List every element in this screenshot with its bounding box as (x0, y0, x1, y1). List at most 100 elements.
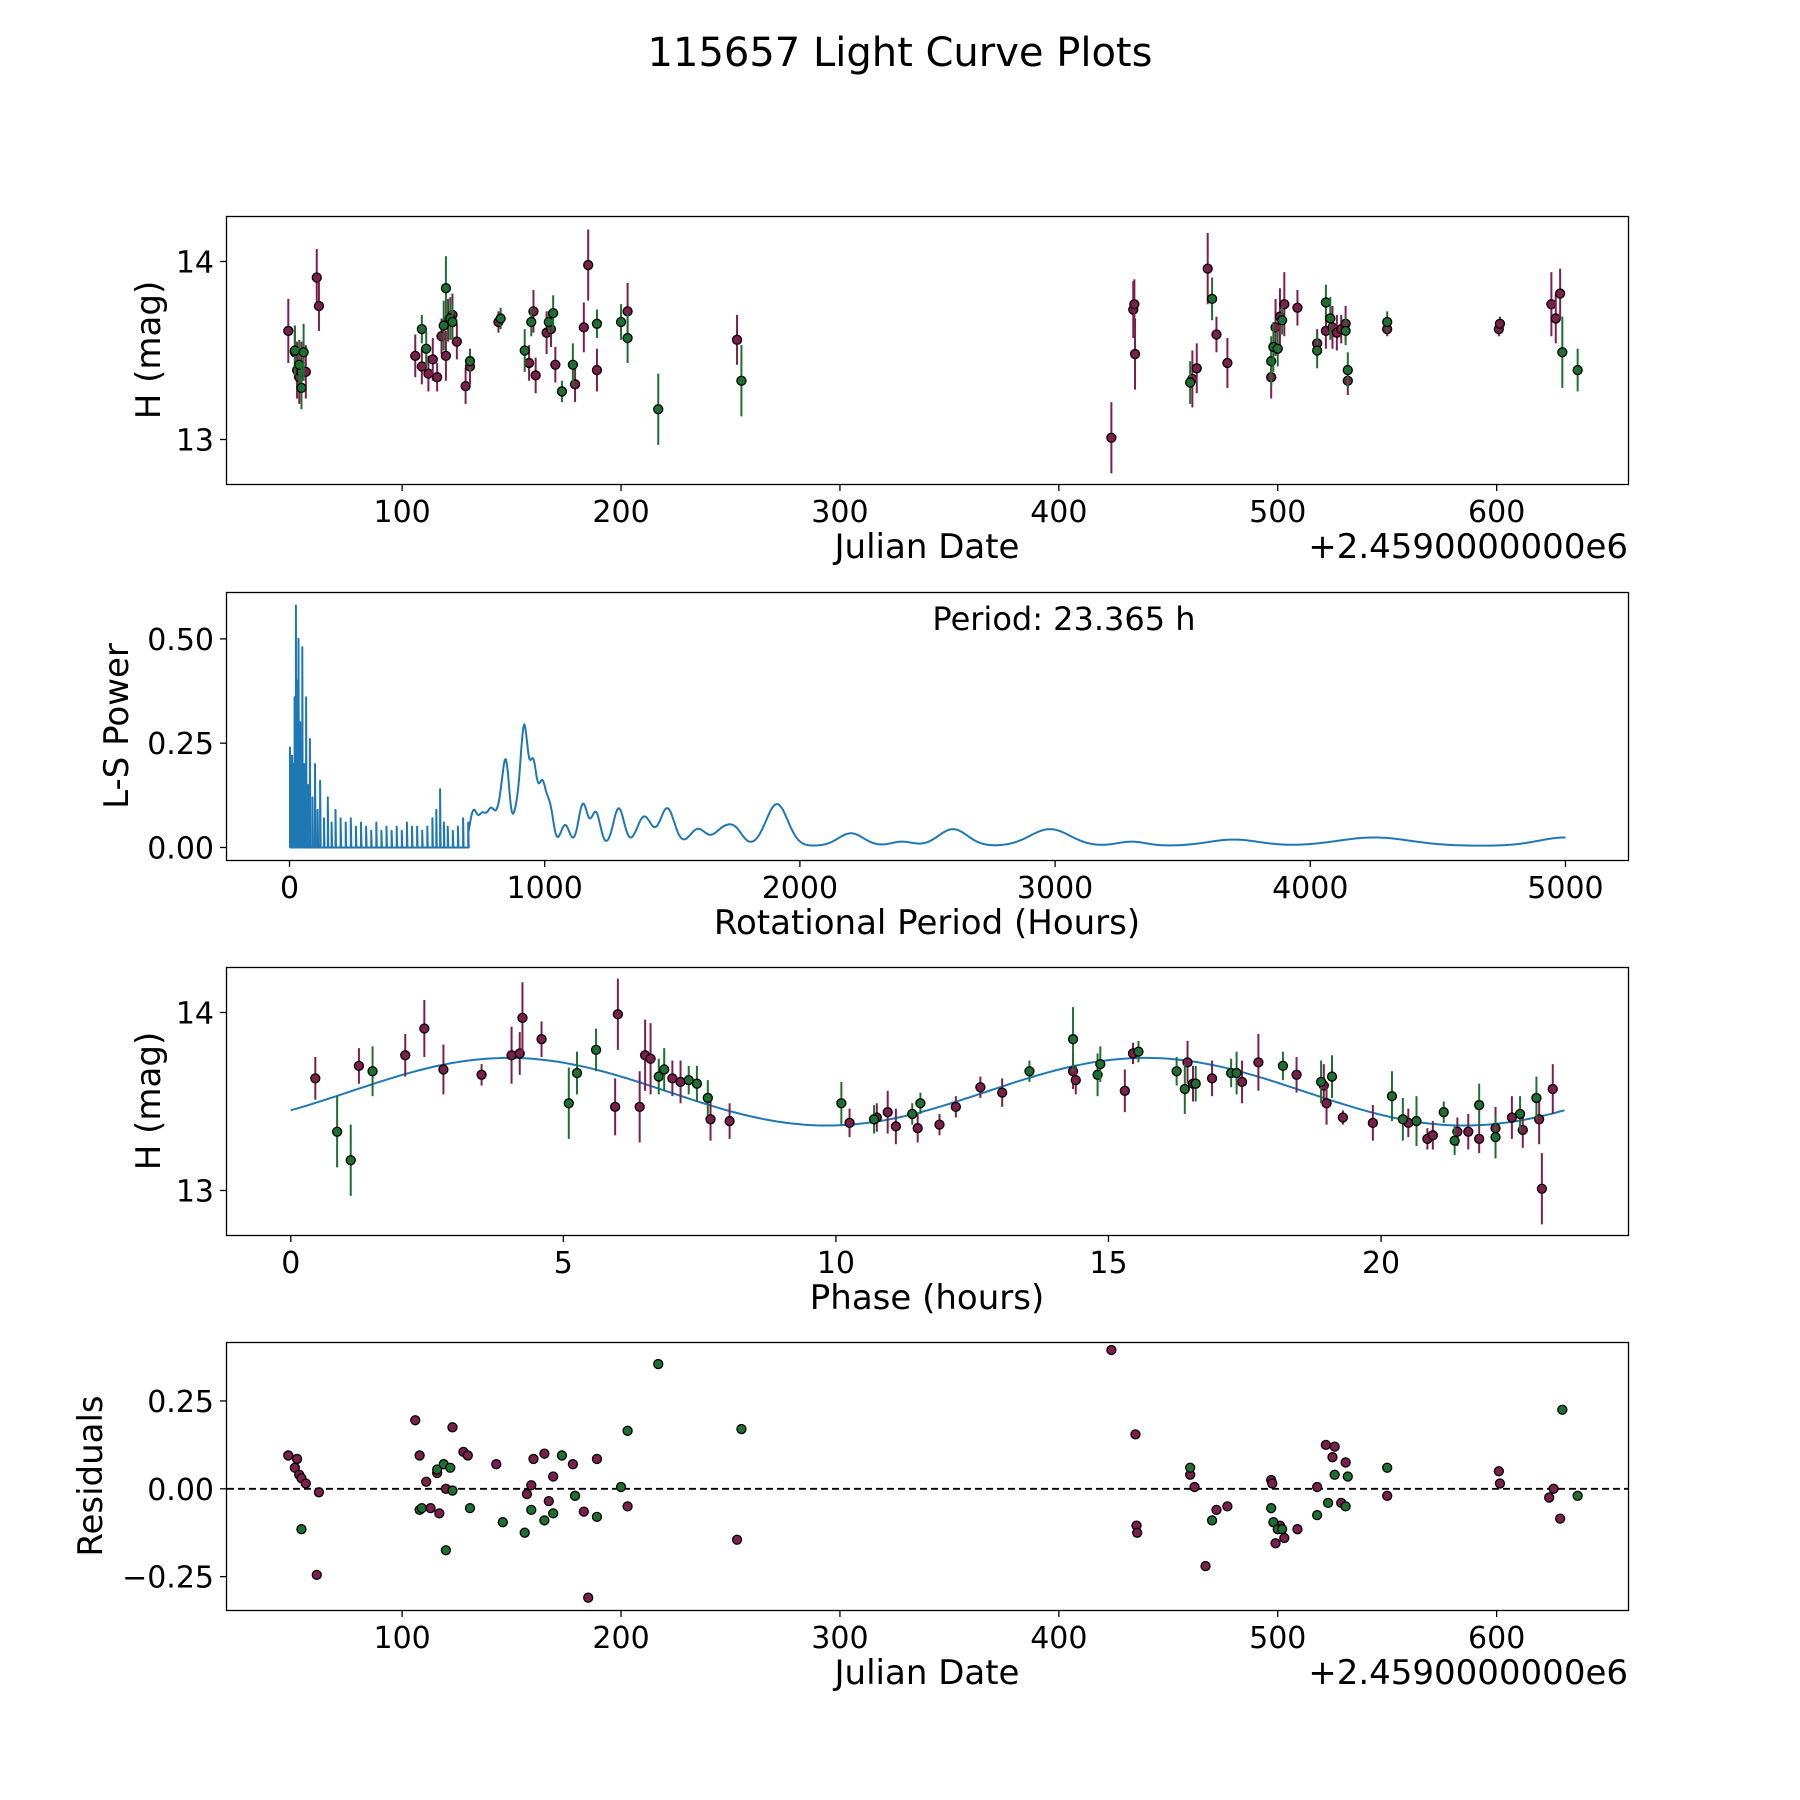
purple-data-point (440, 350, 452, 361)
green-data-point (1557, 347, 1568, 358)
purple-data-point (353, 1060, 365, 1072)
y-tick-label: 14 (176, 246, 214, 281)
green-data-point (1320, 297, 1332, 308)
purple-data-point (291, 1453, 303, 1465)
green-data-point (526, 316, 537, 328)
ls-power-line (289, 604, 1566, 849)
purple-data-point (612, 1009, 624, 1020)
panel-residuals: 100 200 300 400 500 600 −0.25 0.00 0.25 Julian D… (71, 1341, 1630, 1693)
purple-data-point (1106, 1344, 1117, 1356)
purple-data-point (460, 380, 471, 392)
purple-data-point (526, 1480, 537, 1491)
purple-data-point (523, 357, 535, 369)
green-data-point (296, 382, 307, 394)
purple-data-point (431, 372, 443, 383)
x-tick-label: 200 (592, 1621, 649, 1656)
green-data-point (1382, 316, 1393, 328)
x-tick-label: 100 (373, 1621, 430, 1656)
green-data-point (556, 386, 568, 397)
x-tick-label: 10 (817, 1246, 855, 1281)
purple-data-point (578, 1506, 589, 1517)
green-data-point (702, 1092, 713, 1104)
purple-data-point (997, 1087, 1008, 1098)
purple-data-point (1222, 1501, 1233, 1512)
purple-data-point (1129, 348, 1141, 360)
lightcurve-marks (283, 229, 1583, 474)
purple-data-point (1382, 1490, 1393, 1501)
purple-data-point (1119, 1085, 1130, 1096)
green-data-point (569, 1490, 581, 1501)
green-data-point (907, 1108, 918, 1120)
purple-data-point (1211, 1504, 1222, 1516)
periodogram-axes-frame (225, 591, 1630, 862)
green-data-point (1322, 1497, 1334, 1508)
purple-data-point (634, 1101, 645, 1112)
x-tick-label: 3000 (1017, 871, 1093, 906)
green-data-point (615, 1481, 627, 1493)
purple-data-point (622, 1501, 633, 1512)
green-data-point (571, 1067, 583, 1079)
x-tick-label: 5 (554, 1246, 573, 1281)
x-tick-label: 500 (1249, 495, 1306, 530)
green-data-point (1326, 1071, 1338, 1082)
purple-data-point (731, 334, 743, 345)
purple-data-point (423, 368, 434, 379)
y-tick-label: 0.00 (147, 1473, 214, 1508)
green-data-point (1514, 1108, 1526, 1120)
purple-data-point (400, 1050, 411, 1061)
green-data-point (1531, 1092, 1542, 1104)
lightcurve-ylabel: H (mag) (129, 281, 169, 419)
green-data-point (1276, 1524, 1288, 1535)
phased-ticks: 0 5 10 15 20 13 14 (176, 997, 1400, 1282)
x-tick-label: 300 (811, 495, 868, 530)
purple-data-point (313, 300, 325, 312)
purple-data-point (705, 1114, 716, 1125)
periodogram-xlabel: Rotational Period (Hours) (714, 903, 1140, 943)
purple-data-point (934, 1119, 945, 1130)
purple-data-point (528, 1453, 539, 1465)
residuals-ticks: 100 200 300 400 500 600 −0.25 0.00 0.25 (122, 1385, 1525, 1656)
purple-data-point (410, 350, 421, 361)
purple-data-point (427, 354, 438, 365)
residuals-marks (227, 1344, 1628, 1603)
purple-data-point (1070, 1074, 1081, 1086)
purple-data-point (434, 1508, 445, 1519)
green-data-point (736, 375, 747, 386)
purple-data-point (578, 322, 589, 333)
green-data-point (289, 345, 301, 356)
purple-data-point (530, 370, 541, 381)
purple-data-point (310, 1073, 321, 1084)
purple-data-point (1129, 299, 1140, 310)
green-data-point (1179, 1083, 1190, 1095)
green-data-point (367, 1066, 378, 1077)
green-data-point (567, 359, 579, 370)
panel-periodogram: 0 1000 2000 3000 4000 5000 0.00 0.25 0.50 Period… (97, 591, 1630, 943)
green-data-point (1095, 1058, 1106, 1070)
purple-data-point (311, 272, 322, 283)
purple-data-point (1493, 1466, 1504, 1477)
purple-data-point (1474, 1133, 1485, 1145)
purple-data-point (844, 1117, 855, 1129)
purple-data-point (539, 1448, 550, 1459)
purple-data-point (1279, 1532, 1290, 1544)
purple-data-point (416, 361, 427, 372)
green-data-point (1572, 364, 1583, 376)
x-tick-label: 600 (1468, 1621, 1525, 1656)
purple-data-point (882, 1107, 893, 1118)
green-data-point (1067, 1034, 1079, 1045)
purple-data-point (1267, 1478, 1278, 1489)
green-data-point (622, 1425, 633, 1436)
x-tick-label: 400 (1030, 495, 1087, 530)
x-tick-label: 600 (1468, 495, 1525, 530)
purple-data-point (438, 1064, 449, 1075)
phased-axes-frame (225, 966, 1630, 1237)
y-tick-label: 0.25 (147, 727, 214, 762)
purple-data-point (1327, 1452, 1338, 1463)
phased-xlabel: Phase (hours) (810, 1278, 1044, 1318)
green-data-point (548, 1508, 559, 1519)
lightcurve-xlabel: Julian Date (833, 527, 1020, 567)
green-data-point (1190, 1078, 1201, 1089)
green-data-point (526, 1504, 537, 1516)
purple-data-point (1291, 1069, 1302, 1080)
